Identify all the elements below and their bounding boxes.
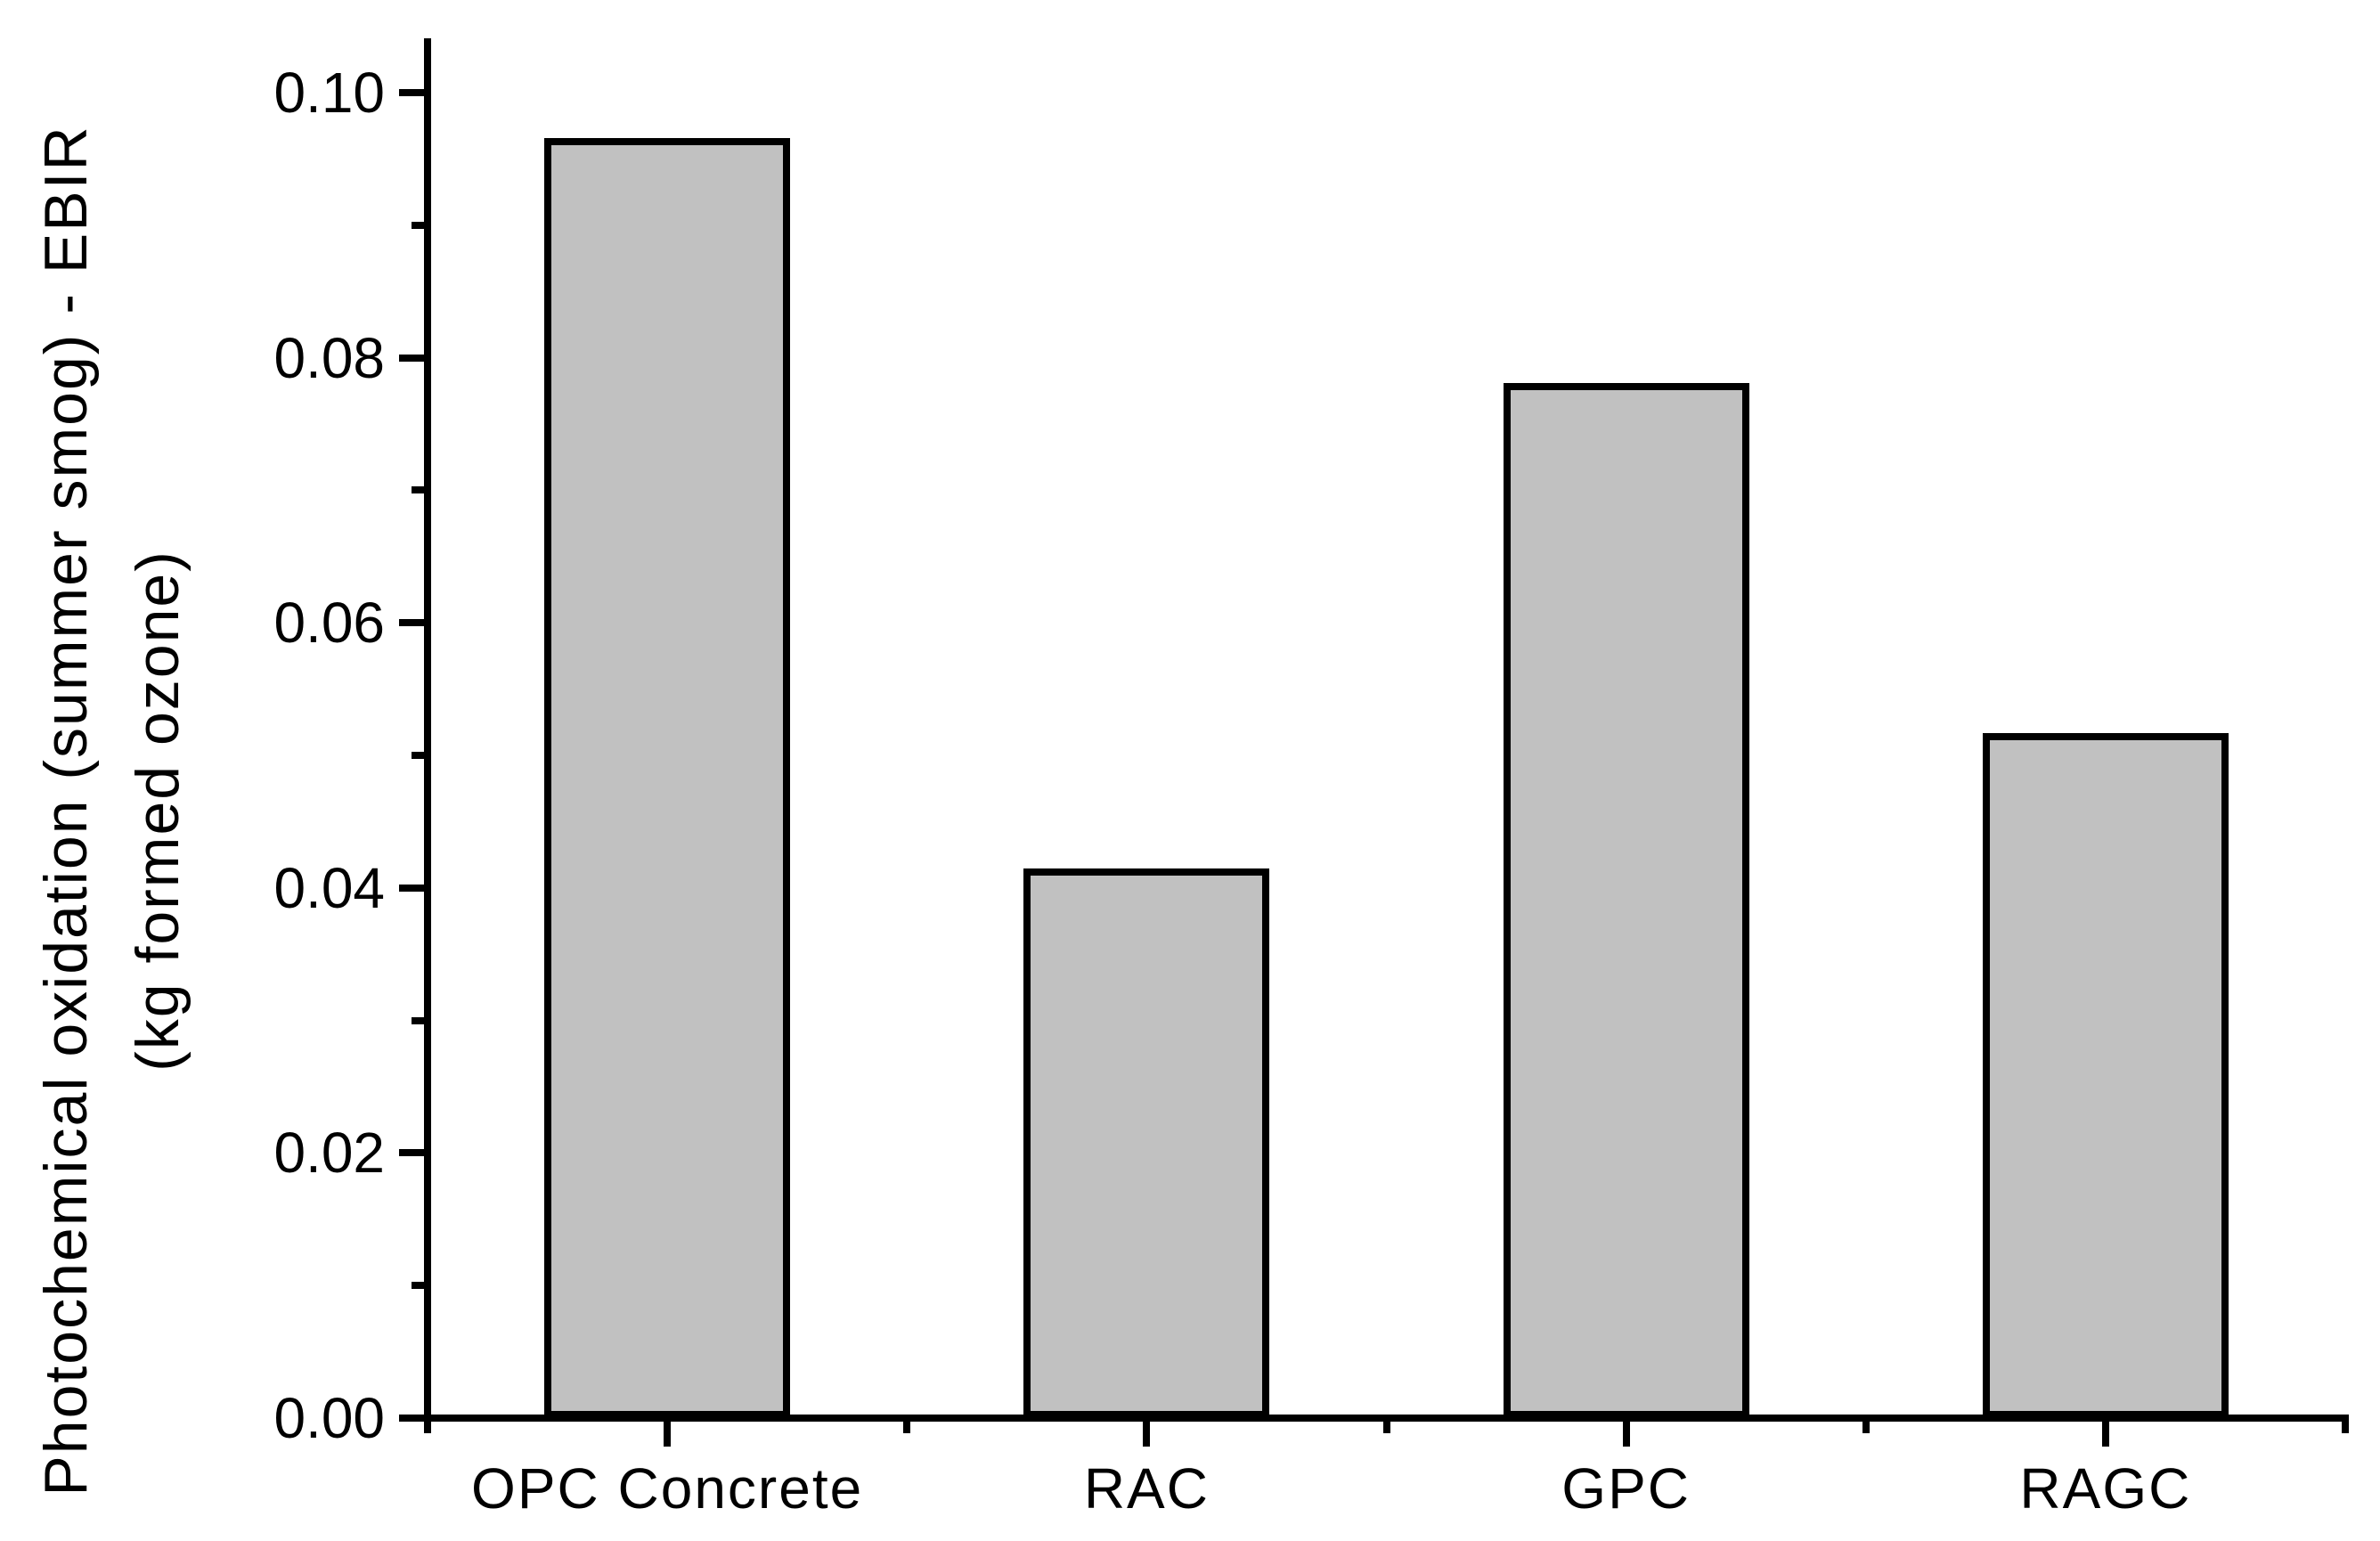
y-major-tick-0.06 (399, 619, 424, 627)
y-tick-label-0.06: 0.06 (273, 591, 385, 656)
bar-ragc (1982, 733, 2229, 1418)
y-major-tick-0.02 (399, 1149, 424, 1157)
x-major-tick-ragc (2101, 1422, 2109, 1447)
y-major-tick-0.04 (399, 884, 424, 892)
x-major-tick-rac (1143, 1422, 1151, 1447)
y-minor-tick (412, 1282, 424, 1290)
y-major-tick-0.10 (399, 89, 424, 96)
x-tick-label-opc-concrete: OPC Concrete (471, 1456, 864, 1521)
x-tick-label-gpc: GPC (1561, 1456, 1691, 1521)
y-tick-label-0.10: 0.10 (273, 61, 385, 125)
x-major-tick-gpc (1622, 1422, 1630, 1447)
y-tick-label-0.08: 0.08 (273, 325, 385, 390)
y-minor-tick (412, 486, 424, 494)
y-axis-spine (424, 38, 431, 1422)
x-minor-tick (1862, 1422, 1870, 1433)
x-major-tick-opc-concrete (664, 1422, 672, 1447)
x-axis-spine (424, 1415, 2349, 1422)
y-minor-tick (412, 221, 424, 229)
x-tick-label-ragc: RAGC (2019, 1456, 2192, 1521)
x-tick-label-rac: RAC (1083, 1456, 1210, 1521)
x-minor-tick (903, 1422, 911, 1433)
bar-rac (1023, 868, 1270, 1418)
x-minor-tick (2342, 1422, 2349, 1433)
bar-gpc (1503, 383, 1749, 1418)
y-tick-label-0.04: 0.04 (273, 855, 385, 920)
y-tick-label-0.02: 0.02 (273, 1121, 385, 1186)
y-major-tick-0.00 (399, 1415, 424, 1422)
x-minor-tick (424, 1422, 431, 1433)
y-minor-tick (412, 752, 424, 759)
x-minor-tick (1382, 1422, 1390, 1433)
bar-opc-concrete (544, 138, 791, 1418)
y-minor-tick (412, 1016, 424, 1024)
y-tick-label-0.00: 0.00 (273, 1386, 385, 1450)
y-major-tick-0.08 (399, 354, 424, 362)
